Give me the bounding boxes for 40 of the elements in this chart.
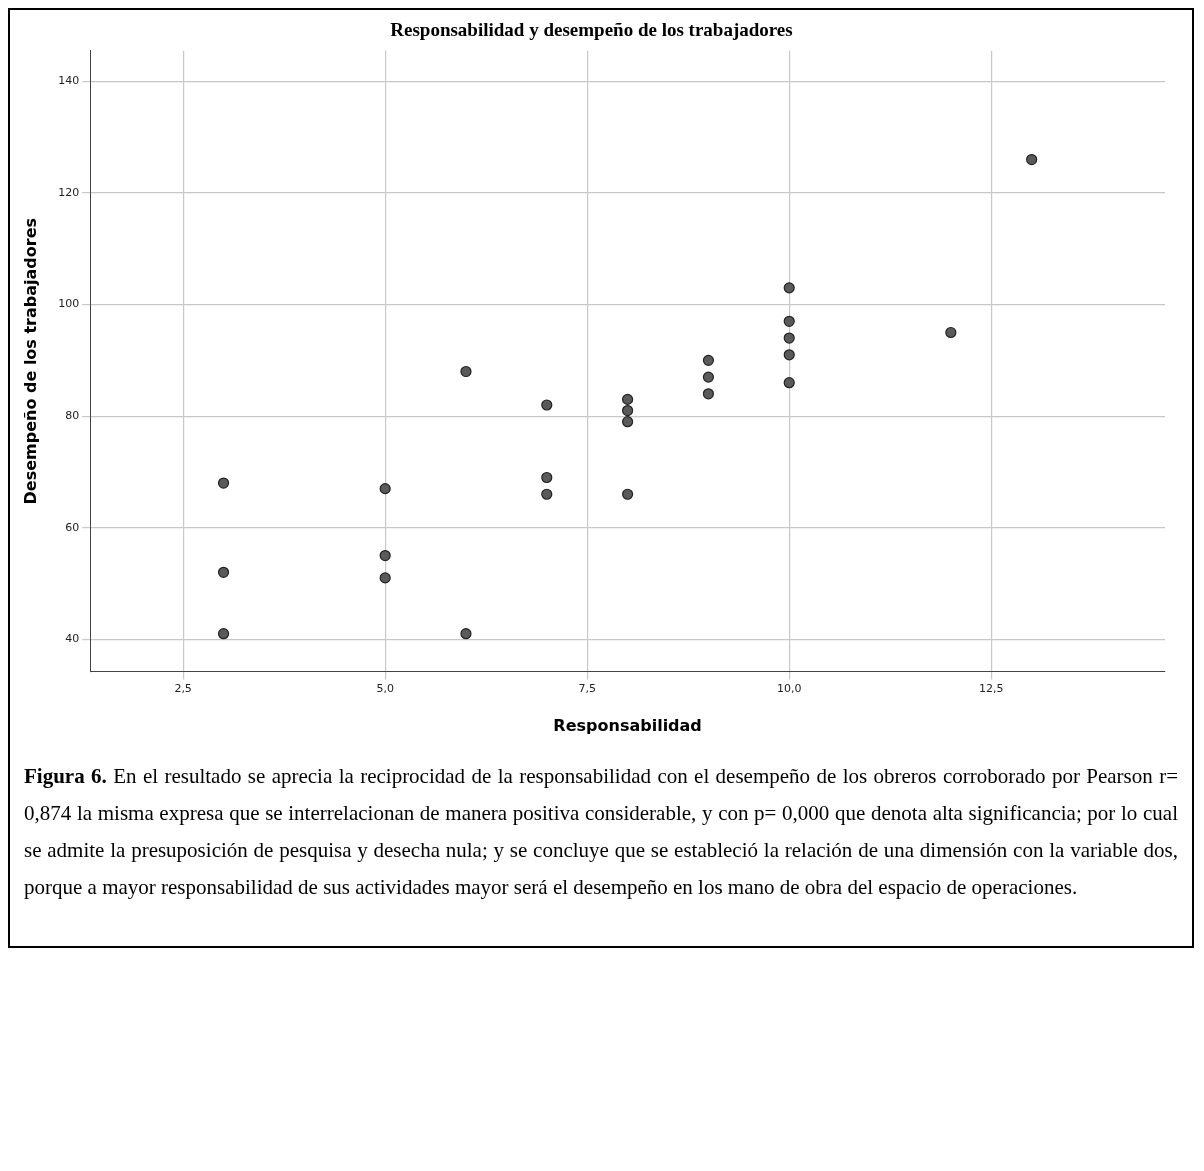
point <box>622 404 634 417</box>
y-tick-label: 100 <box>58 297 80 311</box>
point <box>379 572 391 584</box>
point <box>541 471 553 484</box>
y-tick-label: 80 <box>65 409 80 422</box>
x-tick-label: 2,5 <box>174 682 192 696</box>
point <box>541 399 553 411</box>
x-tick-label: 10,0 <box>776 682 802 696</box>
point <box>622 393 634 406</box>
point <box>945 326 957 339</box>
point <box>1026 153 1038 166</box>
y-tick-label: 60 <box>65 520 80 534</box>
text: Figura 6. En el resultado se aprecia la reciprocidad de la responsabilidad con el desempeño de los obreros corroborado por Pearson r= 0,874 la misma expresa que se interrelacionan de manera positiva considerable, y con p= 0,000 que denota alta significancia; por lo cual se admite la presuposición de pesquisa y desecha nula; y se concluye que se estableció la relación de una dimensión con la variable dos, porque a mayor responsabilidad de sus actividades mayor será el desempeño en los mano de obra del espacio de operaciones. <box>24 763 1178 901</box>
point <box>783 332 795 344</box>
x-tick-label: 12,5 <box>979 682 1004 696</box>
point <box>379 483 391 495</box>
point <box>783 315 795 327</box>
x-axis-title: Responsabilidad <box>553 715 702 735</box>
point <box>217 566 230 578</box>
point <box>702 354 715 366</box>
y-tick-label: 40 <box>65 632 80 646</box>
point <box>460 365 472 378</box>
point <box>622 488 634 500</box>
point <box>379 549 391 562</box>
point <box>783 282 795 294</box>
y-tick-label: 140 <box>58 74 80 88</box>
point <box>541 488 553 500</box>
point <box>702 388 715 400</box>
y-tick-label: 120 <box>58 185 80 199</box>
x-tick-label: 5,0 <box>376 682 394 696</box>
point <box>783 377 795 389</box>
point <box>622 416 634 428</box>
point <box>217 628 230 640</box>
x-tick-label: 7,5 <box>578 682 596 696</box>
point <box>217 477 230 489</box>
chart-title: Responsabilidad y desempeño de los trabajadores <box>390 19 793 41</box>
y-axis-title: Desempeño de los trabajadores <box>20 217 40 505</box>
point <box>460 628 472 640</box>
point <box>702 371 715 383</box>
point <box>783 349 795 361</box>
